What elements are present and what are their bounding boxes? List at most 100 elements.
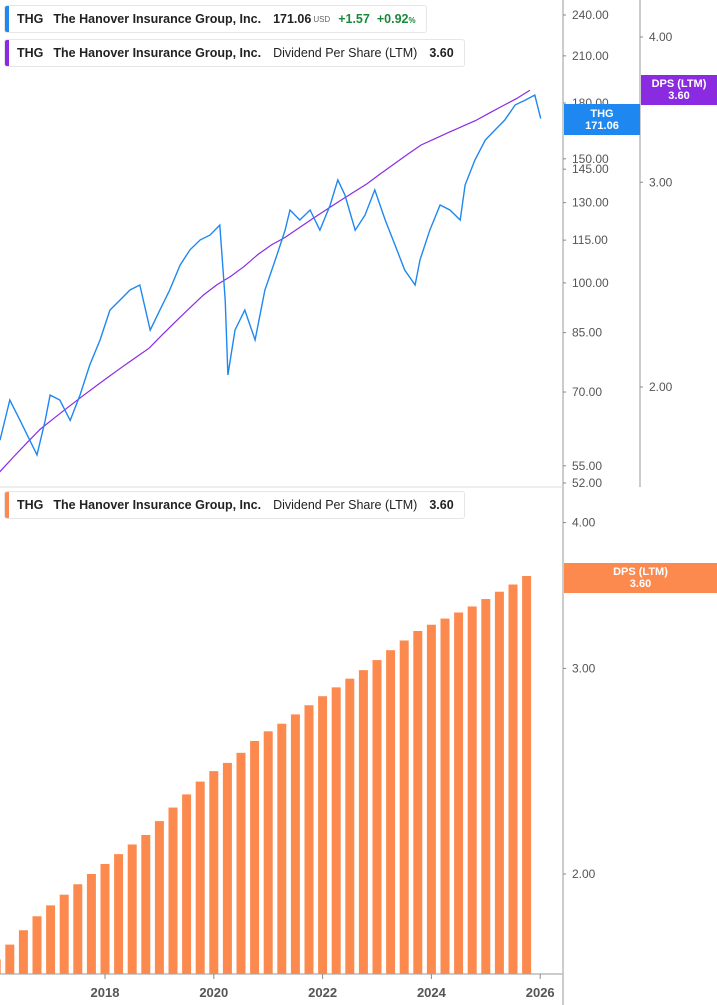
dps-bar xyxy=(304,705,314,974)
dps-bar xyxy=(263,731,273,974)
price-tick-label: 70.00 xyxy=(572,385,602,399)
dps-bar xyxy=(454,612,464,974)
dps-bar xyxy=(114,854,124,974)
dps-bar xyxy=(358,670,368,974)
dps-bar xyxy=(277,723,287,974)
price-tag-label: THG xyxy=(590,107,614,120)
dps-tag-label: DPS (LTM) xyxy=(651,78,707,90)
legend-color-swatch xyxy=(5,40,9,66)
legend-change: +1.57 xyxy=(338,12,370,26)
legend-pct-sign: % xyxy=(408,16,416,25)
price-tick-label: 115.00 xyxy=(572,233,608,247)
price-axis: 240.00210.00180.00150.00145.00130.00115.… xyxy=(563,8,609,490)
price-tick-label: 210.00 xyxy=(572,49,609,63)
dps-bottom-axis: 4.00 3.00 2.00 xyxy=(563,516,596,881)
dps-top-axis: 4.00 3.00 2.00 xyxy=(640,30,673,394)
dps-bar xyxy=(32,916,42,974)
dps-tag-value: 3.60 xyxy=(629,578,652,590)
dps-top-tag: DPS (LTM) 3.60 xyxy=(641,75,717,105)
dps-bar xyxy=(86,874,96,974)
dps-top-tick-label: 3.00 xyxy=(649,175,673,189)
dps-bar xyxy=(372,660,382,974)
price-tick-label: 145.00 xyxy=(572,162,609,176)
dps-bar xyxy=(290,714,300,974)
legend-ticker: THG xyxy=(17,12,44,26)
dps-bar xyxy=(413,630,423,974)
x-tick-label: 2018 xyxy=(91,985,120,1000)
dps-bar xyxy=(236,752,246,974)
dps-bar xyxy=(345,678,355,974)
dps-bar xyxy=(59,894,69,974)
dps-tag-label: DPS (LTM) xyxy=(613,566,668,578)
price-tick-label: 55.00 xyxy=(572,459,602,473)
x-tick-label: 2024 xyxy=(417,985,447,1000)
dps-bar xyxy=(46,905,56,974)
dps-bar xyxy=(141,834,151,974)
dps-bar xyxy=(73,884,83,974)
x-tick-label: 2022 xyxy=(308,985,337,1000)
price-tick-label: 85.00 xyxy=(572,326,602,340)
legend-change-pct: +0.92 xyxy=(376,12,409,26)
price-tag-value: 171.06 xyxy=(585,119,619,132)
dps-top-tick-label: 4.00 xyxy=(649,30,673,44)
price-tag: THG 171.06 xyxy=(564,104,640,135)
dps-bar xyxy=(127,844,137,974)
dps-bar xyxy=(440,618,450,974)
dps-bar xyxy=(481,599,491,974)
dps-bar xyxy=(0,959,1,974)
dps-line xyxy=(0,89,531,473)
dps-top-tick-label: 2.00 xyxy=(649,380,673,394)
dps-bar xyxy=(508,584,518,974)
dps-bar xyxy=(5,944,15,974)
price-tick-label: 130.00 xyxy=(572,196,609,210)
legend-dps-bottom[interactable]: THG The Hanover Insurance Group, Inc. Di… xyxy=(4,491,465,519)
dps-bar xyxy=(168,807,178,974)
dps-bar xyxy=(318,696,328,974)
dps-bar xyxy=(399,640,409,974)
dps-bottom-tick-label: 4.00 xyxy=(572,516,596,530)
legend-metric: Dividend Per Share (LTM) xyxy=(273,498,418,512)
dps-bar xyxy=(426,624,436,974)
legend-color-swatch xyxy=(5,6,9,32)
x-axis: 2018 2020 2022 2024 2026 xyxy=(91,974,555,1000)
dps-bar xyxy=(18,930,28,974)
x-tick-label: 2026 xyxy=(526,985,555,1000)
dps-bottom-tick-label: 3.00 xyxy=(572,661,596,675)
price-tick-label: 240.00 xyxy=(572,8,609,22)
dps-tag-value: 3.60 xyxy=(668,90,690,102)
dps-bar xyxy=(522,575,532,974)
legend-price-value: 171.06 xyxy=(273,12,312,26)
dps-bar xyxy=(154,821,164,974)
dps-bottom-tag: DPS (LTM) 3.60 xyxy=(564,563,717,593)
legend-company: The Hanover Insurance Group, Inc. xyxy=(53,12,262,26)
legend-ticker: THG xyxy=(17,498,44,512)
dps-bar xyxy=(250,740,260,974)
legend-value: 3.60 xyxy=(429,498,454,512)
x-tick-label: 2020 xyxy=(199,985,228,1000)
legend-company: The Hanover Insurance Group, Inc. xyxy=(53,46,262,60)
dps-bottom-tick-label: 2.00 xyxy=(572,867,596,881)
legend-value: 3.60 xyxy=(429,46,454,60)
legend-company: The Hanover Insurance Group, Inc. xyxy=(53,498,262,512)
legend-metric: Dividend Per Share (LTM) xyxy=(273,46,418,60)
legend-price[interactable]: THG The Hanover Insurance Group, Inc. 17… xyxy=(4,5,427,33)
price-tick-label: 100.00 xyxy=(572,276,609,290)
dps-bar xyxy=(182,794,192,974)
price-line xyxy=(0,93,542,457)
dps-bar xyxy=(209,771,219,974)
dps-bar xyxy=(467,606,477,974)
legend-currency: USD xyxy=(313,14,331,24)
dps-bar xyxy=(331,687,341,974)
legend-ticker: THG xyxy=(17,46,44,60)
dps-bar xyxy=(386,650,396,974)
dps-bar xyxy=(195,781,205,974)
dps-bars xyxy=(0,575,532,974)
price-tick-label: 150.00 xyxy=(572,152,609,166)
dps-bar xyxy=(494,591,504,974)
legend-color-swatch xyxy=(5,492,9,518)
dps-bar xyxy=(222,762,232,974)
dps-bar xyxy=(100,863,110,974)
price-tick-label: 52.00 xyxy=(572,476,602,490)
legend-dps-top[interactable]: THG The Hanover Insurance Group, Inc. Di… xyxy=(4,39,465,67)
